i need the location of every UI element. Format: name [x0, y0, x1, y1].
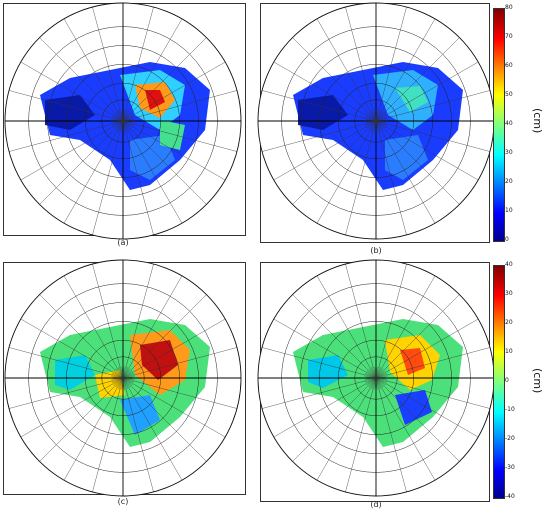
colorbar-top-tick: 70 [505, 33, 513, 40]
colorbar-top-tick: 30 [505, 149, 513, 156]
colorbar-bottom-tick: -20 [505, 435, 515, 442]
colorbar-top-tick: 80 [505, 4, 513, 11]
colorbar-bottom-tick: -30 [505, 464, 515, 471]
colorbar-bottom-tick: 20 [505, 319, 513, 326]
colorbar-top-tick: 40 [505, 120, 513, 127]
colorbar-bottom [493, 265, 505, 499]
colorbar-top-tick: 60 [505, 62, 513, 69]
colorbar-bottom-tick: 0 [505, 377, 509, 384]
caption-d: (d) [370, 500, 382, 509]
colorbar-bottom-tick: -40 [505, 493, 515, 500]
colorbar-top-tick: 10 [505, 207, 513, 214]
colorbar-top-tick: 0 [505, 236, 509, 243]
graticule-b [257, 2, 495, 240]
graticule-c [4, 259, 242, 497]
colorbar-bottom-tick: -10 [505, 406, 515, 413]
colorbar-top-unit: (cm) [531, 108, 544, 134]
caption-a: (a) [117, 238, 129, 247]
colorbar-top-tick: 50 [505, 91, 513, 98]
colorbar-bottom-unit: (cm) [531, 368, 544, 394]
colorbar-bottom-tick: 40 [505, 261, 513, 268]
colorbar-top [493, 8, 505, 242]
colorbar-top-tick: 20 [505, 178, 513, 185]
colorbar-bottom-tick: 10 [505, 348, 513, 355]
graticule-a [4, 2, 242, 240]
caption-b: (b) [370, 246, 382, 255]
caption-c: (c) [117, 497, 129, 506]
colorbar-bottom-tick: 30 [505, 290, 513, 297]
graticule-d [257, 259, 495, 497]
